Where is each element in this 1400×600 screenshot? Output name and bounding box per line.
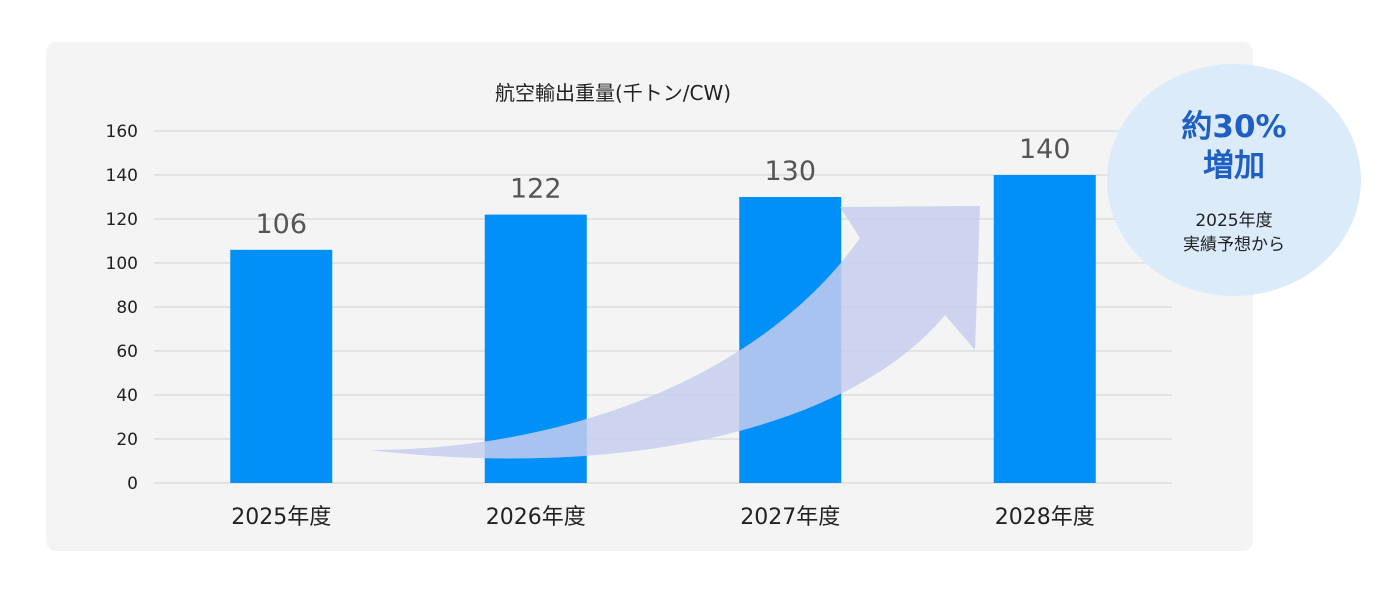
x-axis-labels: 2025年度 2026年度 2027年度 2028年度: [231, 505, 1095, 530]
x-category-label: 2027年度: [740, 505, 840, 530]
y-tick-label: 100: [106, 254, 138, 274]
bar-value-label: 106: [255, 209, 307, 240]
x-category-label: 2025年度: [231, 505, 331, 530]
growth-arrow-icon: [370, 206, 980, 459]
growth-highlight: 約30% 増加: [1107, 108, 1361, 186]
y-tick-label: 120: [106, 210, 138, 230]
growth-note-line: 2025年度: [1195, 211, 1273, 231]
x-category-label: 2026年度: [486, 505, 586, 530]
y-tick-label: 80: [116, 298, 138, 318]
growth-highlight-line: 約30%: [1181, 109, 1287, 145]
growth-badge: [1107, 64, 1361, 296]
bar: [993, 175, 1096, 483]
growth-highlight-line: 増加: [1203, 148, 1265, 184]
bar-value-label: 130: [764, 156, 816, 187]
value-labels: 106 122 130 140: [255, 134, 1070, 240]
bar-value-label: 140: [1019, 134, 1071, 165]
chart-title: 航空輸出重量(千トン/CW): [495, 81, 731, 105]
bar: [230, 249, 333, 483]
growth-note-line: 実績予想から: [1183, 235, 1285, 255]
y-tick-label: 0: [127, 474, 138, 494]
growth-note: 2025年度 実績予想から: [1107, 209, 1361, 257]
x-category-label: 2028年度: [995, 505, 1095, 530]
y-tick-label: 140: [106, 166, 138, 186]
bar-value-label: 122: [510, 174, 562, 205]
y-tick-label: 60: [116, 342, 138, 362]
y-tick-label: 40: [116, 386, 138, 406]
y-tick-label: 20: [116, 430, 138, 450]
y-tick-label: 160: [106, 122, 138, 142]
y-axis-ticks: 0 20 40 60 80 100 120 140 160: [106, 122, 138, 494]
